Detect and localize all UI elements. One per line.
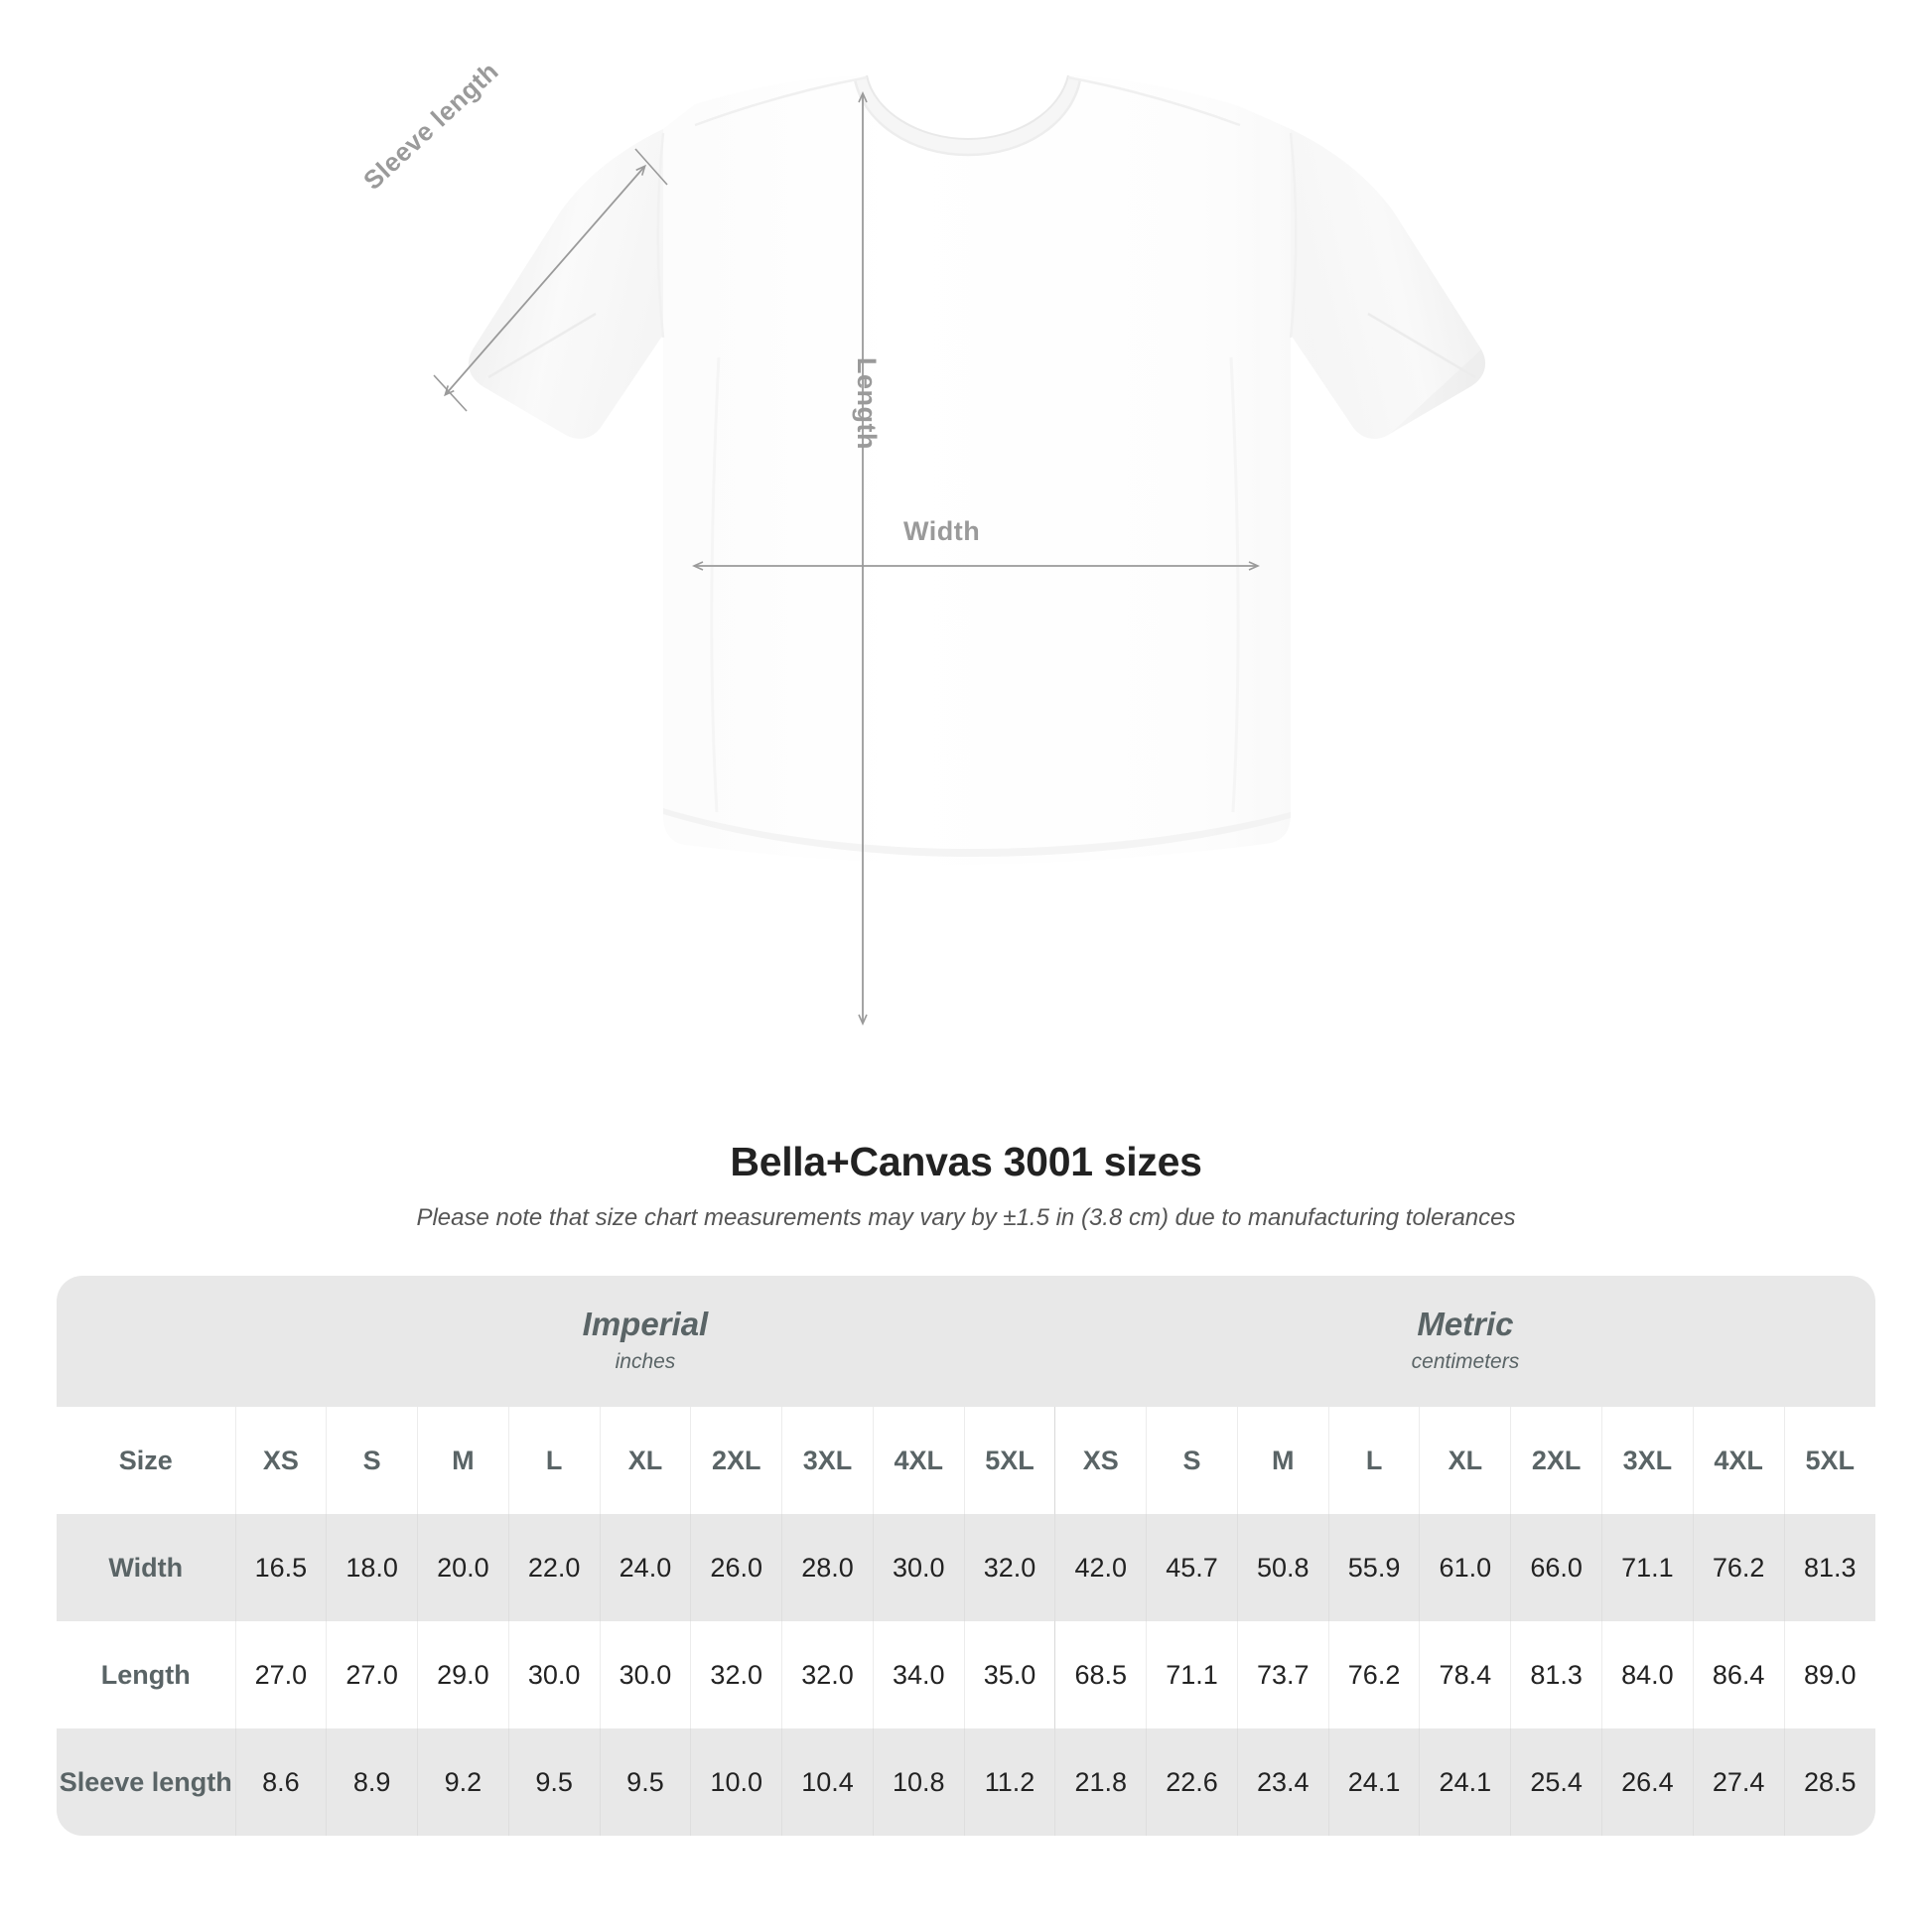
cell-sleeve-length-metric-xs: 21.8 (1054, 1728, 1147, 1836)
column-header-metric-3xl: 3XL (1600, 1407, 1694, 1514)
table-row: Width 16.5 18.0 20.0 22.0 24.0 26.0 28.0 30.0 32.… (57, 1514, 1875, 1621)
cell-sleeve-length-imperial-m: 9.2 (417, 1728, 509, 1836)
column-header-imperial-xl: XL (599, 1407, 691, 1514)
size-chart-table: Imperial inches Metric centimeters Size XS S M L… (57, 1276, 1875, 1836)
cell-width-metric-s: 45.7 (1146, 1514, 1238, 1621)
cell-sleeve-length-metric-m: 23.4 (1236, 1728, 1329, 1836)
cell-length-imperial-4xl: 34.0 (872, 1621, 965, 1728)
length-label: Length (852, 357, 882, 450)
cell-sleeve-length-metric-2xl: 25.4 (1510, 1728, 1602, 1836)
tshirt-diagram: Sleeve length Length Width (357, 56, 1486, 1026)
cell-sleeve-length-metric-xl: 24.1 (1419, 1728, 1511, 1836)
cell-sleeve-length-imperial-s: 8.9 (326, 1728, 418, 1836)
cell-sleeve-length-metric-5xl: 28.5 (1783, 1728, 1875, 1836)
cell-length-imperial-3xl: 32.0 (781, 1621, 874, 1728)
unit-group-imperial: Imperial inches (235, 1276, 1055, 1407)
cell-width-imperial-xs: 16.5 (234, 1514, 327, 1621)
column-header-metric-s: S (1146, 1407, 1238, 1514)
size-chart-table-wrap: Imperial inches Metric centimeters Size XS S M L… (57, 1276, 1875, 1836)
column-header-imperial-5xl: 5XL (963, 1407, 1055, 1514)
unit-group-name: Imperial (582, 1306, 709, 1343)
tolerance-note: Please note that size chart measurements… (416, 1204, 1516, 1232)
column-header-imperial-2xl: 2XL (690, 1407, 782, 1514)
table-row: Length 27.0 27.0 29.0 30.0 30.0 32.0 32.0 34.0 35… (57, 1621, 1875, 1728)
cell-sleeve-length-imperial-5xl: 11.2 (963, 1728, 1055, 1836)
cell-length-metric-xs: 68.5 (1054, 1621, 1147, 1728)
cell-length-metric-xl: 78.4 (1419, 1621, 1511, 1728)
cell-sleeve-length-metric-s: 22.6 (1146, 1728, 1238, 1836)
unit-group-sub: centimeters (1411, 1350, 1520, 1374)
cell-length-metric-l: 76.2 (1327, 1621, 1420, 1728)
cell-width-imperial-3xl: 28.0 (781, 1514, 874, 1621)
title-block: Bella+Canvas 3001 sizes Please note that… (0, 1139, 1932, 1233)
cell-width-imperial-m: 20.0 (417, 1514, 509, 1621)
cell-width-metric-3xl: 71.1 (1600, 1514, 1694, 1621)
cell-length-imperial-s: 27.0 (326, 1621, 418, 1728)
cell-width-metric-5xl: 81.3 (1783, 1514, 1875, 1621)
tshirt-illustration (433, 74, 1486, 1026)
cell-length-imperial-m: 29.0 (417, 1621, 509, 1728)
unit-group-name: Metric (1417, 1306, 1514, 1343)
cell-sleeve-length-imperial-2xl: 10.0 (690, 1728, 782, 1836)
cell-sleeve-length-metric-3xl: 26.4 (1600, 1728, 1694, 1836)
column-header-imperial-l: L (507, 1407, 601, 1514)
column-header-imperial-m: M (417, 1407, 509, 1514)
column-header-imperial-xs: XS (234, 1407, 327, 1514)
cell-length-metric-m: 73.7 (1236, 1621, 1329, 1728)
column-header-metric-xs: XS (1054, 1407, 1147, 1514)
cell-length-metric-2xl: 81.3 (1510, 1621, 1602, 1728)
width-label: Width (903, 516, 981, 546)
cell-length-imperial-2xl: 32.0 (690, 1621, 782, 1728)
cell-length-imperial-5xl: 35.0 (963, 1621, 1055, 1728)
cell-width-imperial-4xl: 30.0 (872, 1514, 965, 1621)
cell-sleeve-length-metric-l: 24.1 (1327, 1728, 1420, 1836)
page-title: Bella+Canvas 3001 sizes (730, 1139, 1202, 1184)
cell-width-imperial-l: 22.0 (507, 1514, 601, 1621)
column-header-metric-l: L (1327, 1407, 1420, 1514)
cell-width-metric-l: 55.9 (1327, 1514, 1420, 1621)
unit-band-row: Imperial inches Metric centimeters (57, 1276, 1875, 1407)
cell-width-metric-m: 50.8 (1236, 1514, 1329, 1621)
cell-width-imperial-xl: 24.0 (599, 1514, 691, 1621)
cell-sleeve-length-imperial-4xl: 10.8 (872, 1728, 965, 1836)
cell-width-metric-xs: 42.0 (1054, 1514, 1147, 1621)
cell-length-imperial-l: 30.0 (507, 1621, 601, 1728)
cell-sleeve-length-metric-4xl: 27.4 (1692, 1728, 1785, 1836)
column-header-imperial-4xl: 4XL (872, 1407, 965, 1514)
cell-length-imperial-xl: 30.0 (599, 1621, 691, 1728)
cell-width-metric-2xl: 66.0 (1510, 1514, 1602, 1621)
column-header-imperial-3xl: 3XL (781, 1407, 874, 1514)
column-header-metric-m: M (1236, 1407, 1329, 1514)
cell-width-metric-xl: 61.0 (1419, 1514, 1511, 1621)
row-label-width: Width (108, 1552, 184, 1583)
cell-width-metric-4xl: 76.2 (1692, 1514, 1785, 1621)
cell-sleeve-length-imperial-l: 9.5 (507, 1728, 601, 1836)
unit-group-sub: inches (615, 1350, 676, 1374)
cell-width-imperial-2xl: 26.0 (690, 1514, 782, 1621)
cell-width-imperial-s: 18.0 (326, 1514, 418, 1621)
cell-length-metric-4xl: 86.4 (1692, 1621, 1785, 1728)
cell-length-metric-s: 71.1 (1146, 1621, 1238, 1728)
row-header-size: Size (118, 1445, 173, 1475)
cell-length-imperial-xs: 27.0 (234, 1621, 327, 1728)
unit-band-spacer (57, 1276, 235, 1407)
column-header-metric-5xl: 5XL (1783, 1407, 1875, 1514)
row-label-sleeve-length: Sleeve length (59, 1766, 232, 1797)
cell-width-imperial-5xl: 32.0 (963, 1514, 1055, 1621)
cell-length-metric-3xl: 84.0 (1600, 1621, 1694, 1728)
table-row: Sleeve length 8.6 8.9 9.2 9.5 9.5 10.0 10.4 10.8… (57, 1728, 1875, 1836)
column-header-metric-4xl: 4XL (1692, 1407, 1785, 1514)
cell-sleeve-length-imperial-3xl: 10.4 (781, 1728, 874, 1836)
sleeve-length-dimension-arrow (433, 148, 668, 412)
cell-sleeve-length-imperial-xs: 8.6 (234, 1728, 327, 1836)
cell-length-metric-5xl: 89.0 (1783, 1621, 1875, 1728)
column-header-metric-xl: XL (1419, 1407, 1511, 1514)
table-header-row: Size XS S M L XL 2XL 3XL 4XL 5XL XS S M L XL 2XL 3XL 4XL 5… (57, 1407, 1875, 1514)
column-header-metric-2xl: 2XL (1510, 1407, 1602, 1514)
unit-group-metric: Metric centimeters (1054, 1276, 1875, 1407)
cell-sleeve-length-imperial-xl: 9.5 (599, 1728, 691, 1836)
row-label-length: Length (100, 1659, 191, 1690)
column-header-imperial-s: S (326, 1407, 418, 1514)
